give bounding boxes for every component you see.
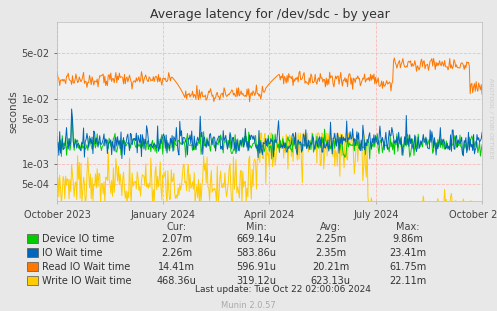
Text: Read IO Wait time: Read IO Wait time	[42, 262, 131, 272]
Text: 623.13u: 623.13u	[311, 276, 350, 285]
Text: IO Wait time: IO Wait time	[42, 248, 103, 258]
Text: Min:: Min:	[246, 222, 266, 232]
Text: 583.86u: 583.86u	[236, 248, 276, 258]
Text: Cur:: Cur:	[166, 222, 186, 232]
Text: 669.14u: 669.14u	[236, 234, 276, 244]
Text: RRDTOOL / TOBI OETIKER: RRDTOOL / TOBI OETIKER	[489, 78, 494, 159]
Text: 319.12u: 319.12u	[236, 276, 276, 285]
Text: October 2023: October 2023	[24, 210, 90, 220]
Text: Write IO Wait time: Write IO Wait time	[42, 276, 132, 285]
Text: 2.25m: 2.25m	[315, 234, 346, 244]
Text: Last update: Tue Oct 22 02:00:06 2024: Last update: Tue Oct 22 02:00:06 2024	[195, 285, 371, 294]
Text: Avg:: Avg:	[320, 222, 341, 232]
Text: 22.11m: 22.11m	[389, 276, 426, 285]
Text: October 2024: October 2024	[449, 210, 497, 220]
Text: 2.35m: 2.35m	[315, 248, 346, 258]
Text: 23.41m: 23.41m	[389, 248, 426, 258]
Y-axis label: seconds: seconds	[8, 90, 18, 132]
Text: Munin 2.0.57: Munin 2.0.57	[221, 301, 276, 310]
Text: 2.26m: 2.26m	[161, 248, 192, 258]
Text: 9.86m: 9.86m	[392, 234, 423, 244]
Text: April 2024: April 2024	[244, 210, 294, 220]
Text: Device IO time: Device IO time	[42, 234, 115, 244]
Text: 2.07m: 2.07m	[161, 234, 192, 244]
Text: 596.91u: 596.91u	[236, 262, 276, 272]
Text: July 2024: July 2024	[353, 210, 399, 220]
Text: Max:: Max:	[396, 222, 419, 232]
Text: 20.21m: 20.21m	[312, 262, 349, 272]
Text: January 2024: January 2024	[131, 210, 196, 220]
Text: 61.75m: 61.75m	[389, 262, 426, 272]
Title: Average latency for /dev/sdc - by year: Average latency for /dev/sdc - by year	[150, 7, 390, 21]
Text: 14.41m: 14.41m	[158, 262, 195, 272]
Text: 468.36u: 468.36u	[157, 276, 196, 285]
